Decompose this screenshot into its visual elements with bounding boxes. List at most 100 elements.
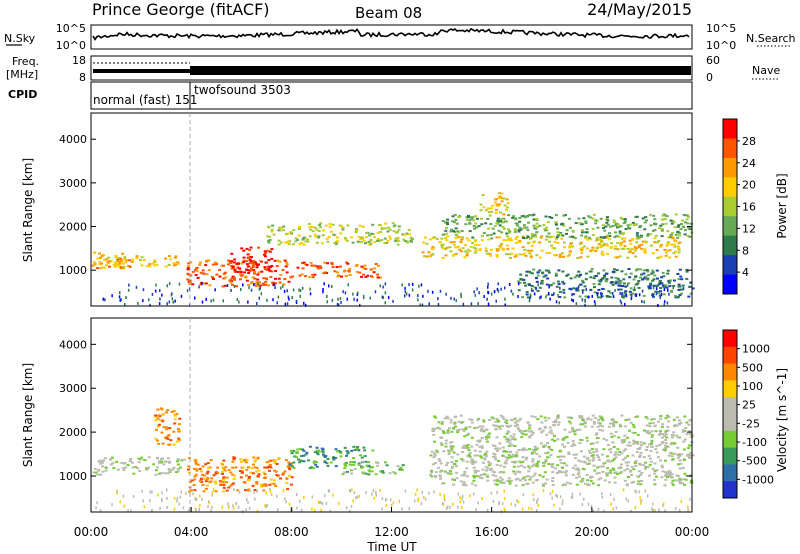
heatmap-cell (536, 225, 539, 228)
heatmap-cell (142, 288, 145, 292)
heatmap-cell (663, 303, 665, 307)
heatmap-cell (464, 428, 468, 431)
heatmap-cell (487, 227, 491, 230)
heatmap-cell (347, 270, 351, 272)
heatmap-cell (543, 444, 547, 447)
heatmap-cell (242, 249, 246, 252)
heatmap-cell (472, 474, 476, 477)
heatmap-cell (562, 282, 566, 285)
heatmap-cell (615, 269, 619, 272)
heatmap-cell (687, 226, 691, 229)
heatmap-cell (386, 230, 390, 233)
heatmap-cell (317, 500, 320, 504)
heatmap-cell (518, 253, 522, 256)
heatmap-cell (346, 452, 350, 455)
heatmap-cell (540, 235, 544, 238)
heatmap-cell (376, 231, 380, 234)
heatmap-cell (676, 436, 680, 439)
heatmap-cell (279, 241, 283, 244)
heatmap-cell (340, 275, 343, 278)
heatmap-cell (605, 295, 609, 298)
heatmap-cell (132, 495, 135, 498)
heatmap-cell (676, 245, 680, 248)
heatmap-cell (152, 463, 156, 466)
heatmap-cell (526, 249, 530, 252)
heatmap-cell (422, 241, 426, 244)
heatmap-cell (284, 459, 288, 462)
heatmap-cell (601, 419, 605, 422)
heatmap-cell (624, 419, 628, 421)
heatmap-cell (268, 464, 272, 466)
heatmap-cell (519, 430, 523, 433)
heatmap-cell (461, 247, 465, 250)
heatmap-cell (621, 292, 623, 296)
heatmap-cell (654, 475, 658, 478)
heatmap-cell (659, 290, 662, 293)
heatmap-cell (614, 453, 618, 456)
heatmap-cell (155, 263, 159, 266)
heatmap-cell (227, 486, 231, 489)
heatmap-cell (576, 467, 580, 470)
heatmap-cell (533, 498, 535, 502)
heatmap-cell (373, 496, 376, 500)
heatmap-cell (624, 290, 628, 293)
heatmap-cell (352, 457, 355, 459)
heatmap-cell (663, 484, 667, 487)
colorbar-swatch (723, 119, 737, 139)
heatmap-cell (165, 437, 169, 440)
heatmap-cell (513, 417, 517, 420)
heatmap-cell (480, 234, 484, 237)
heatmap-cell (322, 272, 326, 275)
heatmap-cell (505, 253, 508, 256)
heatmap-cell (689, 292, 693, 295)
heatmap-cell (474, 222, 478, 225)
heatmap-cell (651, 292, 655, 295)
heatmap-cell (302, 243, 306, 246)
nsky-tick-bottom: 10^0 (56, 39, 86, 52)
heatmap-cell (236, 489, 240, 492)
heatmap-cell (442, 233, 446, 236)
heatmap-cell (460, 292, 462, 296)
heatmap-cell (597, 465, 601, 468)
heatmap-cell (602, 269, 606, 272)
heatmap-cell (478, 248, 482, 251)
heatmap-cell (193, 459, 197, 462)
heatmap-cell (391, 222, 395, 225)
heatmap-cell (677, 232, 681, 235)
heatmap-cell (680, 499, 682, 503)
heatmap-cell (550, 216, 554, 219)
heatmap-cell (190, 479, 194, 482)
heatmap-cell (479, 474, 483, 476)
heatmap-cell (517, 460, 521, 463)
heatmap-cell (549, 454, 553, 457)
heatmap-cell (527, 221, 531, 224)
heatmap-cell (253, 283, 255, 287)
heatmap-cell (445, 232, 449, 235)
heatmap-cell (674, 295, 677, 298)
heatmap-cell (474, 484, 478, 487)
heatmap-cell (169, 439, 173, 442)
heatmap-cell (140, 456, 144, 459)
heatmap-cell (162, 463, 166, 466)
heatmap-cell (535, 218, 539, 220)
heatmap-cell (422, 294, 424, 298)
heatmap-cell (637, 470, 641, 473)
heatmap-cell (201, 300, 204, 304)
heatmap-cell (299, 294, 301, 298)
heatmap-cell (462, 481, 466, 484)
heatmap-cell (247, 257, 251, 260)
heatmap-cell (573, 276, 577, 279)
heatmap-cell (267, 259, 271, 262)
heatmap-cell (255, 480, 259, 483)
heatmap-cell (451, 215, 455, 218)
heatmap-cell (322, 454, 326, 457)
heatmap-cell (258, 284, 262, 287)
heatmap-cell (222, 476, 226, 479)
heatmap-cell (509, 435, 513, 438)
heatmap-cell (509, 239, 513, 242)
heatmap-cell (498, 427, 502, 430)
heatmap-cell (502, 471, 506, 474)
heatmap-cell (556, 231, 560, 234)
heatmap-cell (627, 499, 629, 503)
heatmap-cell (659, 287, 663, 289)
